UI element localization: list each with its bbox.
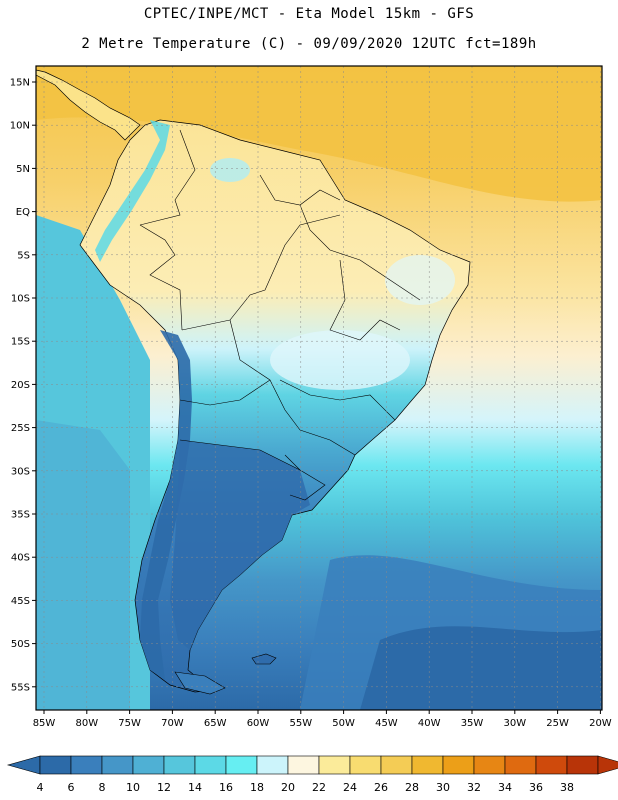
latitude-labels: 15N 10N 5N EQ 5S 10S 15S 20S 25S 30S 35S 40S 45S 50S 5… — [10, 78, 36, 693]
amazon-cool-patch — [210, 158, 250, 182]
colorbar-swatch — [535, 755, 568, 775]
lat-label: 15S — [11, 337, 30, 348]
lat-label: 30S — [11, 466, 30, 477]
map-frame — [35, 65, 603, 711]
lon-label: 30W — [503, 718, 526, 729]
colorbar-swatch — [39, 755, 72, 775]
graticule — [36, 66, 602, 710]
colorbar-swatch — [411, 755, 444, 775]
lat-label: 5N — [16, 164, 30, 175]
lat-label: 55S — [11, 682, 30, 693]
tierra-del-fuego — [174, 671, 226, 695]
temperature-map: 15N 10N 5N EQ 5S 10S 15S 20S 25S 30S 35S 40S 45S 50S 5… — [10, 65, 612, 729]
lon-label: 55W — [289, 718, 312, 729]
colorbar-swatch — [380, 755, 413, 775]
lon-label: 85W — [33, 718, 56, 729]
colorbar-swatch — [132, 755, 165, 775]
lat-label: EQ — [16, 207, 30, 218]
colorbar-swatch — [473, 755, 506, 775]
colorbar-label: 16 — [219, 781, 233, 794]
colorbar-swatch — [287, 755, 320, 775]
colorbar-label: 6 — [68, 781, 75, 794]
colorbar-swatch — [256, 755, 289, 775]
colorbar-arrow-low — [6, 755, 41, 775]
colorbar-swatch — [349, 755, 382, 775]
lat-label: 45S — [11, 596, 30, 607]
lon-label: 70W — [161, 718, 184, 729]
colorbar-label: 20 — [281, 781, 295, 794]
colorbar-label: 24 — [343, 781, 357, 794]
colorbar-label: 8 — [99, 781, 106, 794]
pacific-cold-band — [36, 420, 130, 710]
patagonia-cold — [170, 440, 310, 650]
colorbar-label: 28 — [405, 781, 419, 794]
colorbar-label: 30 — [436, 781, 450, 794]
lon-label: 35W — [461, 718, 484, 729]
colorbar-label: 10 — [126, 781, 140, 794]
central-america-land — [36, 69, 141, 141]
colorbar: 4 6 8 10 12 14 16 18 20 22 24 26 28 30 32 34 36 38 — [6, 755, 618, 794]
colorbar-label: 38 — [560, 781, 574, 794]
lon-label: 20W — [589, 718, 612, 729]
colorbar-label: 4 — [37, 781, 44, 794]
caribbean-warm — [36, 66, 602, 202]
lon-label: 65W — [204, 718, 227, 729]
brazil-cool-patch-2 — [385, 255, 455, 305]
lat-label: 5S — [17, 250, 30, 261]
colorbar-swatch — [163, 755, 196, 775]
lat-label: 20S — [11, 380, 30, 391]
brazil-cool-patch-1 — [270, 330, 410, 390]
colorbar-arrow-high — [597, 755, 618, 775]
lon-label: 80W — [75, 718, 98, 729]
colorbar-label: 34 — [498, 781, 512, 794]
colorbar-label: 32 — [467, 781, 481, 794]
lon-label: 50W — [332, 718, 355, 729]
lat-label: 15N — [10, 78, 30, 89]
lat-label: 25S — [11, 423, 30, 434]
colorbar-swatch — [194, 755, 227, 775]
map-title-line2: 2 Metre Temperature (C) - 09/09/2020 12U… — [81, 36, 537, 52]
lon-label: 75W — [118, 718, 141, 729]
colorbar-swatch — [101, 755, 134, 775]
lat-label: 10S — [11, 294, 30, 305]
lon-label: 60W — [247, 718, 270, 729]
andes-south-strip — [140, 330, 192, 680]
lat-label: 10N — [10, 121, 30, 132]
colorbar-label: 18 — [250, 781, 264, 794]
country-borders — [139, 129, 421, 501]
lat-label: 50S — [11, 639, 30, 650]
andes-cool-strip — [95, 120, 170, 262]
colorbar-label: 12 — [157, 781, 171, 794]
colorbar-swatch — [318, 755, 351, 775]
lat-label: 40S — [11, 553, 30, 564]
atlantic-coldest-region — [360, 626, 602, 710]
colorbar-swatch — [442, 755, 475, 775]
lon-label: 40W — [418, 718, 441, 729]
lon-label: 25W — [546, 718, 569, 729]
colorbar-label: 22 — [312, 781, 326, 794]
colorbar-label: 26 — [374, 781, 388, 794]
colorbar-label: 14 — [188, 781, 202, 794]
lon-label: 45W — [375, 718, 398, 729]
colorbar-swatch — [566, 755, 599, 775]
map-title-line1: CPTEC/INPE/MCT - Eta Model 15km - GFS — [143, 6, 475, 22]
colorbar-label: 36 — [529, 781, 543, 794]
longitude-labels: 85W 80W 75W 70W 65W 60W 55W 50W 45W 40W 35W 30W 25W 2… — [33, 710, 612, 729]
colorbar-swatch — [225, 755, 258, 775]
colorbar-swatch — [70, 755, 103, 775]
lat-label: 35S — [11, 510, 30, 521]
colorbar-swatch — [504, 755, 537, 775]
